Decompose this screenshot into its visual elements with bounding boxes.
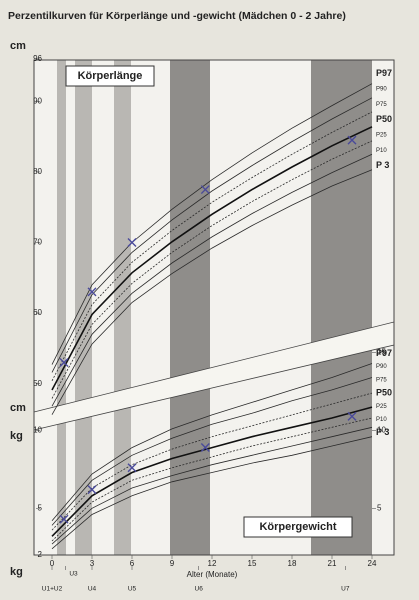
x-tick-label: 6 bbox=[130, 559, 135, 568]
measurement-marker bbox=[200, 185, 210, 195]
y-tick-label: 10 bbox=[33, 426, 42, 435]
percentile-line bbox=[51, 126, 373, 391]
percentile-line bbox=[51, 169, 373, 415]
legend-label: P90 bbox=[376, 87, 387, 93]
exam-bands bbox=[57, 60, 372, 555]
y-tick-label: 80 bbox=[33, 167, 42, 176]
panel-label: Körperlänge bbox=[78, 70, 143, 82]
exam-label: U1+U2 bbox=[42, 586, 63, 593]
x-tick-label: 21 bbox=[328, 559, 337, 568]
measurement-marker bbox=[87, 287, 97, 297]
panel-label-box bbox=[243, 516, 353, 538]
measurement-marker bbox=[59, 357, 69, 367]
legend-label: P 3 bbox=[376, 427, 389, 437]
legend-label: P50 bbox=[376, 114, 392, 124]
legend-label: P97 bbox=[376, 348, 392, 358]
x-tick-label: 24 bbox=[368, 559, 377, 568]
band bbox=[311, 60, 372, 555]
y-tick-label: 70 bbox=[33, 238, 42, 247]
exam-label: U3 bbox=[69, 571, 78, 578]
y-unit: kg bbox=[10, 566, 23, 578]
x-tick-label: 12 bbox=[208, 559, 217, 568]
percentile-line bbox=[51, 436, 373, 550]
percentile-line bbox=[51, 392, 373, 531]
legend-label: P10 bbox=[376, 417, 387, 423]
band bbox=[57, 60, 66, 555]
percentile-line bbox=[51, 417, 373, 542]
legend-label: P25 bbox=[376, 133, 387, 139]
y2-tick-label: 15 bbox=[377, 348, 386, 357]
y-tick-label: 50 bbox=[33, 379, 42, 388]
percentile-line bbox=[51, 153, 373, 407]
x-tick-label: 3 bbox=[90, 559, 95, 568]
panel-label-box bbox=[65, 65, 155, 87]
legend-label: P10 bbox=[376, 148, 387, 154]
chart-title: Perzentilkurven für Körperlänge und -gew… bbox=[8, 10, 346, 22]
exam-label: U7 bbox=[341, 586, 350, 593]
y-unit: cm bbox=[10, 40, 26, 52]
x-tick-label: 9 bbox=[170, 559, 175, 568]
y-unit: cm bbox=[10, 402, 26, 414]
band bbox=[114, 60, 131, 555]
percentile-line bbox=[51, 426, 373, 545]
measurement-marker bbox=[87, 485, 97, 495]
y2-tick-label: 5 bbox=[377, 503, 382, 512]
percentile-line bbox=[51, 83, 373, 365]
panel-label: Körpergewicht bbox=[259, 521, 336, 533]
measurement-marker bbox=[127, 463, 137, 473]
legend-label: P 3 bbox=[376, 160, 389, 170]
legend-label: P50 bbox=[376, 387, 392, 397]
legend-label: P90 bbox=[376, 364, 387, 370]
measurement-marker bbox=[347, 135, 357, 145]
x-axis-label: Alter (Monate) bbox=[187, 570, 238, 579]
exam-label: U6 bbox=[195, 586, 204, 593]
percentile-line bbox=[51, 111, 373, 381]
y-tick-label: 96 bbox=[33, 54, 42, 63]
percentile-line bbox=[51, 406, 373, 537]
exam-label: U5 bbox=[128, 586, 137, 593]
measurement-marker bbox=[347, 411, 357, 421]
legend-label: P75 bbox=[376, 377, 387, 383]
y2-tick-label: 10 bbox=[377, 426, 386, 435]
measurement-marker bbox=[127, 238, 137, 247]
y-tick-label: 90 bbox=[33, 96, 42, 105]
percentile-line bbox=[51, 140, 373, 399]
measurement-marker bbox=[200, 443, 210, 453]
x-tick-label: 15 bbox=[248, 559, 257, 568]
x-tick-label: 18 bbox=[288, 559, 297, 568]
band bbox=[75, 60, 92, 555]
y-unit: kg bbox=[10, 430, 23, 442]
legend-label: P25 bbox=[376, 404, 387, 410]
exam-label: U4 bbox=[88, 586, 97, 593]
measurement-marker bbox=[59, 514, 69, 524]
y-tick-label: 2 bbox=[38, 550, 43, 559]
band bbox=[170, 60, 210, 555]
x-tick-label: 0 bbox=[50, 559, 55, 568]
percentile-line bbox=[51, 97, 373, 373]
frame bbox=[33, 59, 395, 556]
y-tick-label: 60 bbox=[33, 308, 42, 317]
percentile-line bbox=[51, 363, 373, 521]
legend-label: P75 bbox=[376, 102, 387, 108]
y-tick-label: 5 bbox=[38, 503, 43, 512]
legend-label: P97 bbox=[376, 68, 392, 78]
percentile-line bbox=[51, 377, 373, 526]
